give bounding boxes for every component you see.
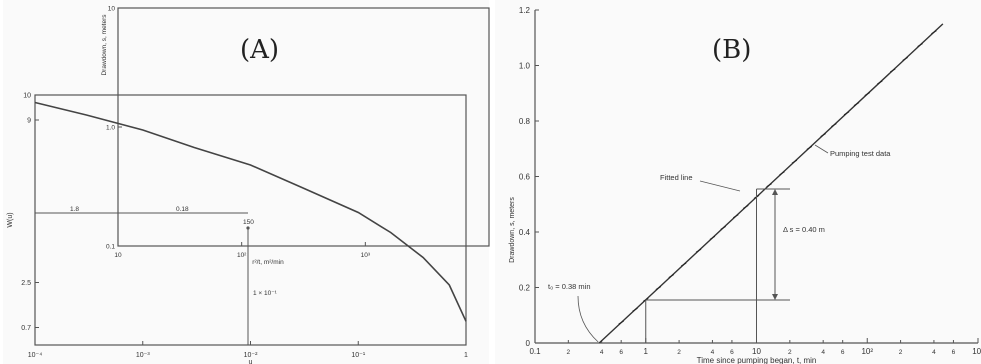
a-annot-u: 1 × 10⁻¹ [253,290,278,297]
b-annot-t0: t₀ = 0.38 min [548,282,591,291]
b-y-tick-label: 0.6 [519,173,531,182]
a-outer-x-tick-label: 10⁻² [244,352,258,359]
b-x-tick-label: 2 [899,349,903,356]
a-outer-y-axis-label: W(u) [7,212,14,227]
b-data-point [853,102,860,107]
panel-b: (B) 0 0.2 0.4 0.6 0.8 1.0 1.2 Drawdown, s, mete… [495,0,981,364]
b-x-axis-label: Time since pumping began, t, min [697,356,817,364]
b-x-tick-label: 10³ [972,347,981,356]
panel-label-a: (A) [240,35,279,65]
a-type-curve [34,101,467,322]
b-x-tick-label: 2 [788,349,792,356]
b-x-tick-label: 1 [644,347,649,356]
b-data-point [877,80,883,85]
b-y-tick-label: 1.2 [519,6,531,15]
b-data-point [864,92,871,97]
b-annot-fitted: Fitted line [660,173,693,182]
b-delta-arrowhead-bottom [772,293,778,300]
a-inner-x-axis-label: r²/t, m²/min [252,259,284,266]
b-annot-delta: Δ s = 0.40 m [783,225,825,234]
a-inner-x-tick-label: 10² [237,252,247,259]
b-delta-arrowhead-top [772,188,778,195]
a-outer-x-axis-label: u [249,359,253,364]
a-annot-150: 150 [243,219,254,226]
b-x-tick-label: 0.1 [529,347,541,356]
b-x-tick-label: 10² [861,347,873,356]
a-outer-y-tick-label: 2.5 [21,280,31,287]
b-data-point [791,159,798,164]
b-data-point [618,320,624,325]
b-data-point [890,68,896,73]
b-y-tick-label: 1.0 [519,62,531,71]
b-data-point [917,43,923,47]
a-inner-x-tick-label: 10 [114,252,122,259]
panel-label-b: (B) [712,35,751,65]
b-data-point [831,123,837,127]
b-data-point [632,307,638,312]
a-inner-y-axis-label: Drawdown, s, meters [101,14,108,76]
b-y-axis-label: Drawdown, s, meters [509,197,516,263]
b-x-tick-label: 4 [932,349,936,356]
a-annot-018: 0.18 [176,206,189,213]
b-x-tick-label: 6 [730,349,734,356]
b-fitted-line [598,23,944,344]
b-x-tick-label: 2 [567,349,571,356]
a-inner-y-tick-label: 0.1 [106,244,115,251]
b-x-tick-label: 4 [821,349,825,356]
b-data-point [766,183,772,188]
b-data-point [779,171,785,176]
b-y-tick-label: 0.2 [519,284,531,293]
b-data-point [709,235,716,240]
a-annot-wu: 1.8 [70,206,79,213]
b-annot-fitted-leader [699,180,741,192]
a-outer-x-tick-label: 10⁻³ [136,352,150,359]
b-data-point [668,274,675,279]
a-inner-y-tick-label: 10 [108,6,116,13]
b-x-tick-label: 2 [677,349,681,356]
a-inner-x-tick-label: 10³ [361,252,371,259]
b-data-point [820,133,826,137]
b-annot-pumping-leader [814,144,829,154]
a-outer-x-tick-label: 10⁻¹ [351,352,365,359]
b-x-tick-label: 4 [711,349,715,356]
b-x-tick-label: 6 [619,349,623,356]
a-outer-x-tick-label: 1 [464,352,468,359]
a-outer-y-tick-label: 0.7 [21,325,31,332]
b-data-point [902,56,908,61]
b-x-tick-label: 10 [752,347,761,356]
a-outer-y-tick-label: 9 [27,118,31,125]
b-data-point [695,248,702,253]
a-outer-y-tick-label: 10 [23,93,31,100]
a-match-point [246,226,250,230]
panel-a: (A) 10⁻⁴ 10⁻³ 10⁻² 10⁻¹ 1 u 10 9 2.5 0.7 W(u) 10 10²… [3,0,490,364]
b-x-tick-label: 4 [600,349,604,356]
panel-divider [490,0,495,364]
b-data-point [733,214,739,219]
b-y-tick-label: 0.4 [519,228,531,237]
b-annot-pumping: Pumping test data [830,149,891,158]
a-outer-x-tick-label: 10⁻⁴ [28,352,43,359]
b-data-point [655,286,662,290]
a-inner-y-tick-label: 1.0 [106,125,115,132]
b-y-tick-label: 0 [526,339,531,348]
b-data-point [680,262,687,267]
b-annot-t0-leader [577,295,599,343]
b-y-tick-label: 0.8 [519,117,531,126]
b-x-tick-label: 6 [841,349,845,356]
b-x-tick-label: 6 [952,349,956,356]
b-data-point [931,30,937,35]
b-data-point [743,204,749,209]
b-data-point [806,145,813,150]
b-data-point [843,111,850,116]
b-data-point [720,225,726,230]
